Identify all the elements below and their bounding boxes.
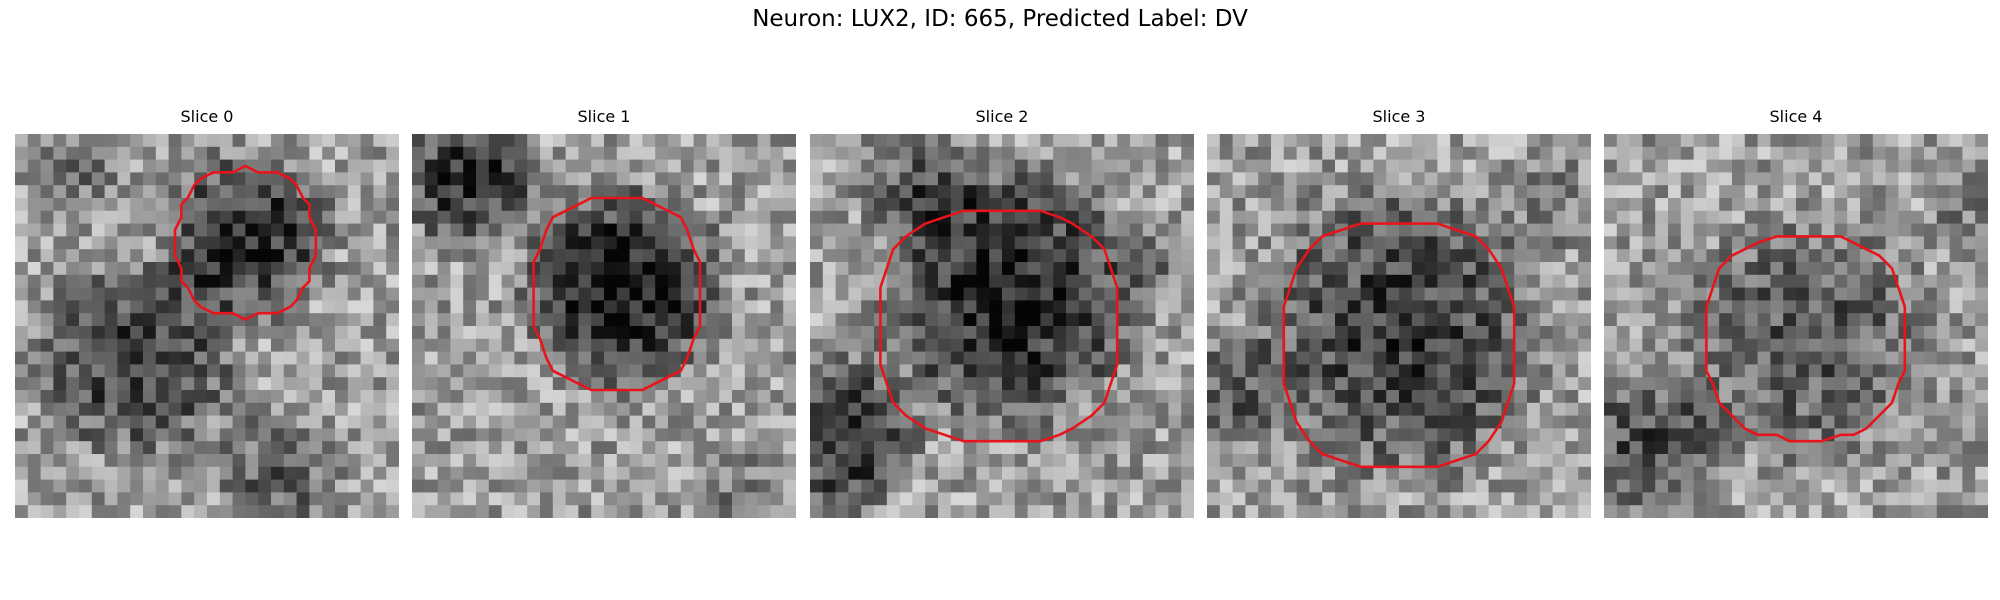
slice-image	[15, 134, 399, 518]
roi-contour	[532, 196, 702, 392]
pixel-grid	[1207, 134, 1591, 518]
pixel-grid	[810, 134, 1194, 518]
roi-contour	[1705, 235, 1907, 443]
slice-title: Slice 3	[1372, 107, 1426, 126]
figure-title: Neuron: LUX2, ID: 665, Predicted Label: …	[752, 6, 1248, 32]
slice-image	[412, 134, 796, 518]
slice-image	[810, 134, 1194, 518]
pixel-grid	[1604, 134, 1988, 518]
slice-title: Slice 4	[1769, 107, 1823, 126]
slice-title: Slice 2	[975, 107, 1029, 126]
roi-contour	[173, 164, 318, 321]
slice-image	[1207, 134, 1591, 518]
roi-contour	[1282, 222, 1516, 469]
pixel-grid	[15, 134, 399, 518]
pixel-grid	[412, 134, 796, 518]
slice-title: Slice 0	[180, 107, 234, 126]
slice-title: Slice 1	[577, 107, 631, 126]
roi-contour	[879, 209, 1119, 443]
slice-image	[1604, 134, 1988, 518]
